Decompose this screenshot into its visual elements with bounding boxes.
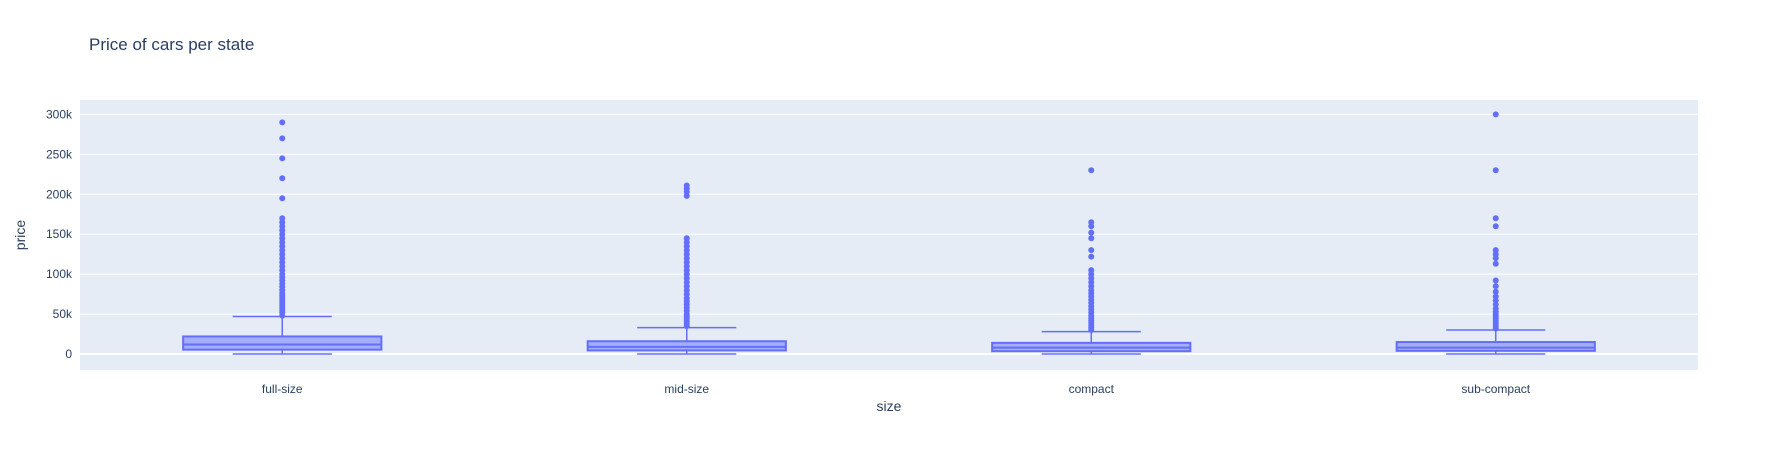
box-mid-size bbox=[586, 182, 787, 355]
outlier-point bbox=[1492, 283, 1499, 290]
outlier-point bbox=[1492, 223, 1499, 230]
plot-area bbox=[80, 100, 1698, 370]
box-full-size bbox=[182, 119, 383, 355]
outlier-point bbox=[1088, 219, 1095, 226]
x-tick-label: mid-size bbox=[664, 382, 709, 396]
outlier-point bbox=[683, 182, 690, 189]
x-tick-label: sub-compact bbox=[1461, 382, 1530, 396]
outlier-point bbox=[1492, 167, 1499, 174]
outlier-point bbox=[1492, 293, 1499, 300]
y-tick-label: 100k bbox=[46, 267, 73, 281]
y-tick-label: 0 bbox=[65, 347, 72, 361]
outlier-point bbox=[1088, 247, 1095, 254]
outlier-point bbox=[1088, 253, 1095, 260]
y-tick-label: 150k bbox=[46, 227, 73, 241]
x-tick-label: full-size bbox=[262, 382, 303, 396]
outlier-point bbox=[279, 155, 286, 162]
outlier-point bbox=[1492, 247, 1499, 254]
box-sub-compact bbox=[1395, 111, 1596, 355]
outlier-point bbox=[683, 235, 690, 242]
y-tick-labels: 0 50k 100k 150k 200k 250k 300k bbox=[46, 107, 73, 361]
outlier-point bbox=[1088, 267, 1095, 274]
gridlines bbox=[80, 113, 1698, 356]
outlier-point bbox=[1088, 229, 1095, 236]
x-tick-label: compact bbox=[1069, 382, 1115, 396]
y-tick-label: 200k bbox=[46, 187, 73, 201]
outlier-point bbox=[1492, 215, 1499, 222]
outlier-point bbox=[279, 215, 286, 222]
x-tick-labels: full-size mid-size compact sub-compact bbox=[262, 382, 1531, 396]
outlier-point bbox=[279, 119, 286, 126]
outlier-point bbox=[1492, 260, 1499, 267]
y-tick-label: 300k bbox=[46, 107, 73, 121]
y-tick-label: 50k bbox=[53, 307, 73, 321]
box-iqr bbox=[182, 335, 383, 351]
outlier-point bbox=[279, 175, 286, 182]
outlier-point bbox=[1088, 235, 1095, 242]
box-iqr bbox=[1395, 341, 1596, 352]
outlier-point bbox=[279, 195, 286, 202]
y-tick-label: 250k bbox=[46, 147, 73, 161]
box-series bbox=[182, 111, 1596, 355]
chart-title: Price of cars per state bbox=[89, 35, 254, 54]
outlier-point bbox=[1492, 111, 1499, 118]
x-axis-label: size bbox=[877, 398, 902, 414]
outlier-point bbox=[1492, 277, 1499, 284]
outlier-point bbox=[1492, 288, 1499, 295]
y-axis-label: price bbox=[12, 220, 28, 251]
outlier-point bbox=[1088, 167, 1095, 174]
outlier-point bbox=[279, 135, 286, 142]
box-compact bbox=[991, 167, 1192, 355]
